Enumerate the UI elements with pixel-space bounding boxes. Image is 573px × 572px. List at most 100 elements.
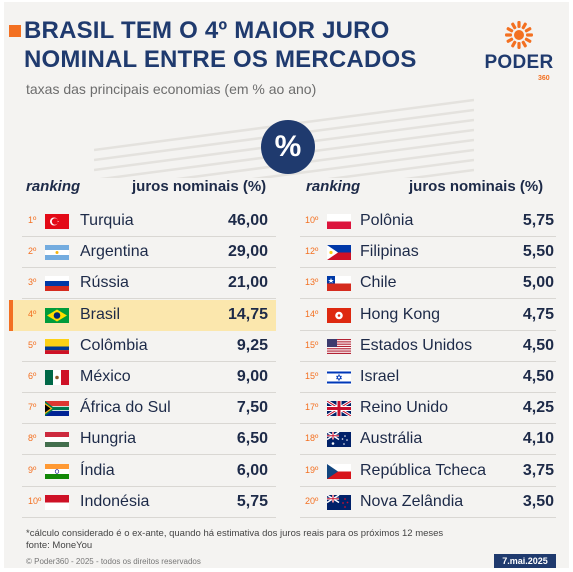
table-row: 13º Chile 5,00	[300, 268, 556, 300]
logo-number: 360	[538, 75, 550, 82]
country-name: Indonésia	[80, 492, 150, 510]
rate-value: 4,50	[522, 336, 554, 354]
country-name: México	[80, 368, 131, 385]
flag-hk-icon	[327, 307, 351, 323]
table-row: 5º Colômbia 9,25	[22, 331, 276, 362]
right-juros-header: juros nominais (%)	[409, 178, 544, 195]
title-line-2: NOMINAL ENTRE OS MERCADOS	[24, 46, 417, 73]
table-row: 10º Indonésia 5,75	[22, 487, 276, 518]
table-row: 8º Hungria 6,50	[22, 424, 276, 456]
country-name: Rússia	[80, 274, 129, 292]
percent-badge: %	[261, 120, 315, 174]
row-divider	[22, 516, 276, 518]
rate-value: 5,00	[522, 274, 554, 292]
row-divider	[300, 485, 556, 487]
country-name: Polônia	[360, 212, 414, 229]
rank-label: 10º	[305, 215, 319, 225]
rank-label: 4º	[28, 308, 37, 319]
row-divider	[22, 267, 276, 269]
flag-pl-icon	[327, 214, 351, 229]
rank-label: 15º	[305, 339, 319, 350]
row-divider	[22, 236, 276, 237]
rate-value: 46,00	[227, 212, 268, 229]
flag-au-icon	[327, 432, 351, 448]
rate-value: 4,25	[522, 399, 554, 417]
row-divider	[300, 236, 556, 237]
row-divider	[300, 516, 556, 518]
rate-value: 29,00	[227, 243, 268, 261]
rate-value: 4,75	[522, 305, 554, 323]
row-divider	[300, 423, 556, 425]
rate-value: 6,50	[236, 430, 268, 448]
table-row: 17º Reino Unido 4,25	[300, 393, 556, 425]
flag-co-icon	[45, 338, 69, 354]
flag-il-icon	[327, 370, 351, 385]
rank-label: 2º	[28, 246, 37, 257]
rate-value: 5,75	[236, 492, 268, 510]
table-row: 15º Estados Unidos 4,50	[300, 331, 556, 362]
flag-gb-icon	[327, 401, 351, 417]
table-row: 7º África do Sul 7,50	[22, 393, 276, 425]
rate-value: 6,00	[236, 461, 268, 479]
country-name: Brasil	[80, 305, 121, 323]
table-row: 14º Hong Kong 4,75	[300, 300, 556, 331]
country-name: Israel	[360, 368, 400, 385]
rank-label: 3º	[28, 277, 37, 288]
rate-value: 7,50	[236, 399, 268, 417]
table-row: 3º Rússia 21,00	[22, 268, 276, 300]
country-name: África do Sul	[80, 399, 171, 417]
row-divider	[22, 423, 276, 425]
title-accent-square	[9, 25, 21, 37]
copyright: © Poder360 - 2025 - todos os direitos re…	[26, 557, 201, 566]
row-divider	[22, 485, 276, 487]
flag-in-icon	[45, 463, 69, 479]
rate-value: 5,75	[522, 212, 554, 229]
country-name: República Tcheca	[360, 461, 487, 479]
table-row: 18º Austrália 4,10	[300, 424, 556, 456]
rank-label: 15º	[305, 371, 319, 381]
row-divider	[22, 360, 276, 362]
flag-ph-icon	[327, 245, 351, 261]
country-name: Reino Unido	[360, 399, 449, 417]
country-name: Chile	[360, 274, 397, 292]
rank-label: 10º	[28, 495, 42, 506]
rank-label: 14º	[305, 308, 319, 319]
subtitle: taxas das principais economias (em % ao …	[26, 81, 317, 97]
table-row: 1º Turquia 46,00	[22, 206, 276, 237]
rank-label: 19º	[305, 464, 319, 475]
country-name: Hong Kong	[360, 305, 441, 323]
rate-value: 9,00	[236, 368, 268, 385]
table-row: 10º Polônia 5,75	[300, 206, 556, 237]
table-row: 2º Argentina 29,00	[22, 237, 276, 269]
page-title: BRASIL TEM O 4º MAIOR JURO NOMINAL ENTRE…	[24, 16, 454, 74]
flag-mx-icon	[45, 370, 69, 385]
row-divider	[22, 454, 276, 456]
row-divider	[300, 392, 556, 393]
row-divider	[300, 360, 556, 362]
rank-label: 20º	[305, 495, 319, 506]
row-divider	[300, 267, 556, 269]
logo-wordmark: PODER	[484, 52, 554, 73]
flag-br-icon	[45, 307, 69, 323]
rank-label: 5º	[28, 339, 37, 350]
rank-label: 8º	[28, 433, 37, 444]
table-row: 6º México 9,00	[22, 362, 276, 393]
rank-label: 17º	[305, 402, 319, 413]
flag-tr-icon	[45, 214, 69, 229]
rate-value: 9,25	[236, 336, 268, 354]
table-row: 20º Nova Zelândia 3,50	[300, 487, 556, 518]
sun-burst-icon	[505, 21, 533, 49]
flag-us-icon	[327, 338, 351, 354]
row-divider	[300, 298, 556, 300]
country-name: Turquia	[80, 212, 134, 229]
rate-value: 21,00	[227, 274, 268, 292]
table-row: 4º Brasil 14,75	[13, 299, 276, 331]
flag-cl-icon	[327, 276, 351, 292]
table-row: 19º República Tcheca 3,75	[300, 456, 556, 487]
flag-hu-icon	[45, 432, 69, 448]
right-ranking-header: ranking	[306, 178, 361, 195]
poder360-logo: PODER 360	[482, 20, 556, 90]
rank-label: 6º	[28, 371, 37, 381]
table-row: 9º Índia 6,00	[22, 456, 276, 487]
rate-value: 4,50	[522, 368, 554, 385]
